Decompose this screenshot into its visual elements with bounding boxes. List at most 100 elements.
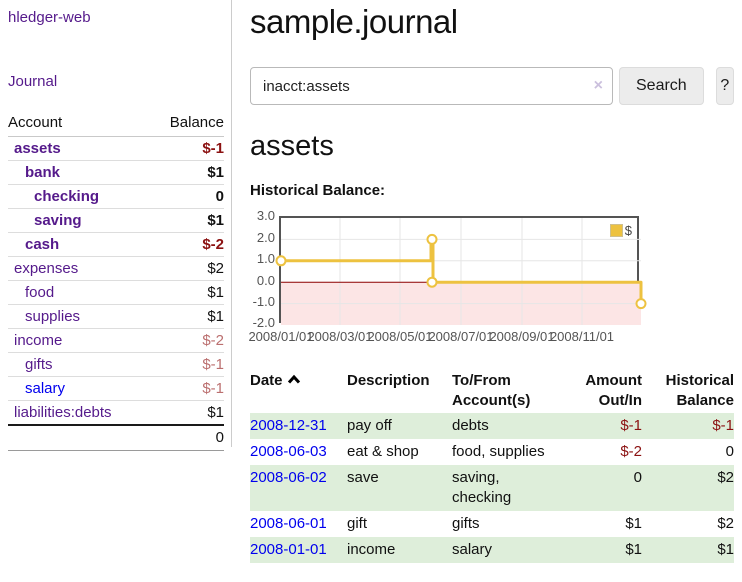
account-link-food[interactable]: food: [25, 284, 55, 301]
account-link-bank[interactable]: bank: [25, 164, 61, 181]
series-markers: [275, 233, 647, 310]
account-link-supplies[interactable]: supplies: [25, 308, 81, 325]
register-row: 2008-12-31 pay off debts $-1 $-1: [250, 413, 734, 439]
transaction-description: save: [347, 469, 379, 486]
legend-label: $: [624, 223, 632, 238]
chart-title: Historical Balance:: [250, 182, 386, 199]
transaction-description: pay off: [347, 417, 392, 434]
account-row: income $-2: [8, 328, 224, 353]
balance-chart: 3.0 2.0 1.0 0.0 -1.0 -2.0: [248, 208, 734, 348]
accounts-total-value: 0: [149, 424, 224, 451]
plot-area: $: [275, 216, 647, 325]
plot-svg: [275, 218, 647, 325]
x-tick-label: 2008/01/01: [248, 329, 314, 344]
sort-ascending-icon: [287, 374, 300, 384]
transaction-accounts: saving, checking: [452, 469, 512, 506]
search-form: × Search ?: [250, 67, 734, 105]
search-input[interactable]: [250, 67, 613, 105]
transaction-balance: $2: [717, 469, 734, 486]
account-row: saving $1: [8, 208, 224, 233]
account-heading: assets: [250, 130, 334, 162]
transaction-amount: $1: [625, 515, 642, 532]
transaction-amount: $-1: [620, 417, 642, 434]
account-row: checking 0: [8, 184, 224, 209]
account-link-assets[interactable]: assets: [14, 140, 61, 157]
transaction-date-link[interactable]: 2008-06-01: [250, 515, 327, 532]
account-balance: 0: [149, 184, 224, 209]
legend-swatch-icon: [609, 224, 623, 237]
account-balance: $-1: [149, 376, 224, 401]
account-link-checking[interactable]: checking: [34, 188, 100, 205]
main-content: sample.journal × Search ? assets Histori…: [248, 0, 734, 563]
register-header-description: Description: [347, 372, 430, 389]
transaction-date-link[interactable]: 2008-01-01: [250, 541, 327, 558]
account-row: gifts $-1: [8, 352, 224, 377]
transaction-amount: $-2: [620, 443, 642, 460]
account-balance: $1: [149, 208, 224, 233]
transaction-date-link[interactable]: 2008-06-02: [250, 469, 327, 486]
account-balance: $-2: [149, 328, 224, 353]
page-title: sample.journal: [250, 3, 458, 40]
transaction-date-link[interactable]: 2008-06-03: [250, 443, 327, 460]
transaction-accounts: food, supplies: [452, 443, 545, 460]
account-row: food $1: [8, 280, 224, 305]
sidebar: hledger-web Journal Account Balance asse…: [0, 0, 232, 451]
chart-legend: $: [609, 223, 632, 238]
account-link-expenses[interactable]: expenses: [14, 260, 79, 277]
sidebar-item-journal[interactable]: Journal: [8, 73, 58, 90]
account-row: supplies $1: [8, 304, 224, 329]
account-balance: $1: [149, 400, 224, 426]
x-tick-label: 2008/11/01: [549, 329, 615, 344]
y-tick-label: 1.0: [256, 251, 275, 266]
x-tick-label: 2008/05/01: [367, 329, 433, 344]
accounts-header-account: Account: [8, 110, 150, 137]
account-row: salary $-1: [8, 376, 224, 401]
search-button[interactable]: Search: [619, 67, 704, 105]
account-link-income[interactable]: income: [14, 332, 63, 349]
account-link-cash[interactable]: cash: [25, 236, 60, 253]
y-tick-label: 2.0: [256, 230, 275, 245]
account-row: bank $1: [8, 160, 224, 185]
account-link-liabilities-debts[interactable]: liabilities:debts: [14, 404, 112, 421]
accounts-table: Account Balance assets $-1 bank $1 check…: [8, 110, 224, 451]
register-row: 2008-06-02 save saving, checking 0 $2: [250, 465, 734, 511]
account-row: cash $-2: [8, 232, 224, 257]
account-balance: $1: [149, 304, 224, 329]
transaction-balance: $-1: [712, 417, 734, 434]
register-row: 2008-01-01 income salary $1 $1: [250, 537, 734, 563]
transaction-balance: $2: [717, 515, 734, 532]
account-link-salary[interactable]: salary: [25, 380, 66, 397]
transaction-amount: $1: [625, 541, 642, 558]
register-header-balance: Historical Balance: [665, 372, 734, 409]
account-row: expenses $2: [8, 256, 224, 281]
accounts-header-balance: Balance: [149, 110, 224, 137]
transaction-accounts: gifts: [452, 515, 480, 532]
account-link-saving[interactable]: saving: [34, 212, 82, 229]
x-tick-label: 2008/07/01: [428, 329, 494, 344]
y-tick-label: -1.0: [252, 294, 275, 309]
account-balance: $-1: [149, 352, 224, 377]
account-balance: $1: [149, 280, 224, 305]
x-tick-label: 2008/09/01: [489, 329, 555, 344]
x-tick-label: 2008/03/01: [307, 329, 373, 344]
y-tick-label: 3.0: [256, 208, 275, 223]
register-header-date[interactable]: Date: [250, 369, 347, 413]
transaction-date-link[interactable]: 2008-12-31: [250, 417, 327, 434]
transaction-balance: 0: [725, 443, 734, 460]
account-row: liabilities:debts $1: [8, 400, 224, 426]
transaction-description: income: [347, 541, 396, 558]
account-balance: $-2: [149, 232, 224, 257]
transaction-balance: $1: [717, 541, 734, 558]
accounts-total-row: 0: [8, 424, 224, 451]
transaction-description: gift: [347, 515, 368, 532]
clear-search-icon[interactable]: ×: [593, 77, 603, 94]
app-title[interactable]: hledger-web: [8, 9, 91, 26]
account-balance: $-1: [149, 136, 224, 161]
help-button[interactable]: ?: [715, 67, 734, 105]
register-row: 2008-06-03 eat & shop food, supplies $-2…: [250, 439, 734, 465]
transaction-amount: 0: [633, 469, 642, 486]
account-balance: $2: [149, 256, 224, 281]
account-link-gifts[interactable]: gifts: [25, 356, 53, 373]
y-tick-label: 0.0: [256, 273, 275, 288]
transaction-accounts: salary: [452, 541, 493, 558]
